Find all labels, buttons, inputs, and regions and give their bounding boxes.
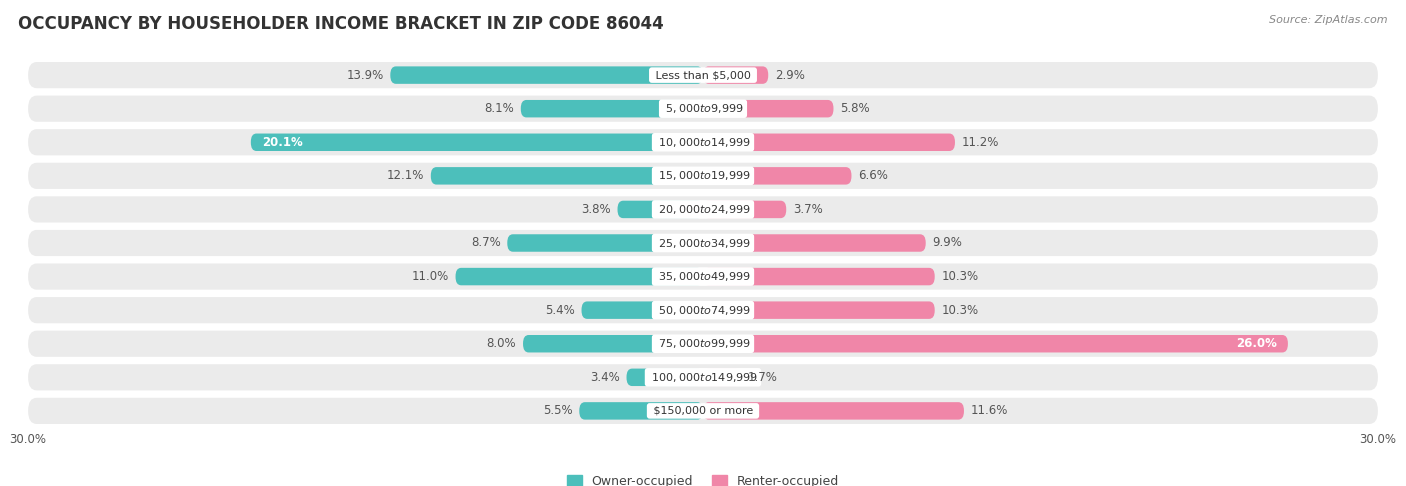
Text: 13.9%: 13.9% xyxy=(346,69,384,82)
Text: $35,000 to $49,999: $35,000 to $49,999 xyxy=(655,270,751,283)
FancyBboxPatch shape xyxy=(456,268,703,285)
FancyBboxPatch shape xyxy=(703,134,955,151)
Text: 11.0%: 11.0% xyxy=(412,270,449,283)
Text: 8.0%: 8.0% xyxy=(486,337,516,350)
FancyBboxPatch shape xyxy=(523,335,703,352)
Text: 9.9%: 9.9% xyxy=(932,237,962,249)
Text: 6.6%: 6.6% xyxy=(858,169,889,182)
Text: $100,000 to $149,999: $100,000 to $149,999 xyxy=(648,371,758,384)
FancyBboxPatch shape xyxy=(28,297,1378,323)
FancyBboxPatch shape xyxy=(28,364,1378,390)
FancyBboxPatch shape xyxy=(28,196,1378,223)
Text: 5.8%: 5.8% xyxy=(841,102,870,115)
FancyBboxPatch shape xyxy=(703,234,925,252)
Text: $15,000 to $19,999: $15,000 to $19,999 xyxy=(655,169,751,182)
Text: 5.5%: 5.5% xyxy=(543,404,572,417)
Text: 2.9%: 2.9% xyxy=(775,69,804,82)
Text: 10.3%: 10.3% xyxy=(942,270,979,283)
Text: 11.6%: 11.6% xyxy=(970,404,1008,417)
FancyBboxPatch shape xyxy=(703,201,786,218)
Text: 20.1%: 20.1% xyxy=(262,136,302,149)
FancyBboxPatch shape xyxy=(579,402,703,419)
Text: 26.0%: 26.0% xyxy=(1236,337,1277,350)
Text: $20,000 to $24,999: $20,000 to $24,999 xyxy=(655,203,751,216)
FancyBboxPatch shape xyxy=(28,96,1378,122)
Text: 12.1%: 12.1% xyxy=(387,169,425,182)
FancyBboxPatch shape xyxy=(703,167,852,185)
Text: 3.7%: 3.7% xyxy=(793,203,823,216)
Text: 1.7%: 1.7% xyxy=(748,371,778,384)
FancyBboxPatch shape xyxy=(703,402,965,419)
Legend: Owner-occupied, Renter-occupied: Owner-occupied, Renter-occupied xyxy=(567,475,839,486)
FancyBboxPatch shape xyxy=(28,263,1378,290)
FancyBboxPatch shape xyxy=(28,398,1378,424)
Text: OCCUPANCY BY HOUSEHOLDER INCOME BRACKET IN ZIP CODE 86044: OCCUPANCY BY HOUSEHOLDER INCOME BRACKET … xyxy=(18,15,664,33)
FancyBboxPatch shape xyxy=(627,368,703,386)
FancyBboxPatch shape xyxy=(582,301,703,319)
FancyBboxPatch shape xyxy=(703,100,834,118)
Text: Source: ZipAtlas.com: Source: ZipAtlas.com xyxy=(1270,15,1388,25)
FancyBboxPatch shape xyxy=(703,67,768,84)
FancyBboxPatch shape xyxy=(520,100,703,118)
FancyBboxPatch shape xyxy=(391,67,703,84)
FancyBboxPatch shape xyxy=(28,230,1378,256)
Text: $25,000 to $34,999: $25,000 to $34,999 xyxy=(655,237,751,249)
Text: $5,000 to $9,999: $5,000 to $9,999 xyxy=(662,102,744,115)
Text: 10.3%: 10.3% xyxy=(942,304,979,317)
Text: 8.1%: 8.1% xyxy=(484,102,515,115)
Text: $10,000 to $14,999: $10,000 to $14,999 xyxy=(655,136,751,149)
Text: 8.7%: 8.7% xyxy=(471,237,501,249)
FancyBboxPatch shape xyxy=(28,163,1378,189)
Text: $50,000 to $74,999: $50,000 to $74,999 xyxy=(655,304,751,317)
Text: $150,000 or more: $150,000 or more xyxy=(650,406,756,416)
FancyBboxPatch shape xyxy=(28,129,1378,156)
FancyBboxPatch shape xyxy=(703,335,1288,352)
FancyBboxPatch shape xyxy=(703,368,741,386)
Text: 3.8%: 3.8% xyxy=(581,203,610,216)
Text: 3.4%: 3.4% xyxy=(591,371,620,384)
Text: Less than $5,000: Less than $5,000 xyxy=(652,70,754,80)
Text: 11.2%: 11.2% xyxy=(962,136,1000,149)
FancyBboxPatch shape xyxy=(508,234,703,252)
FancyBboxPatch shape xyxy=(617,201,703,218)
FancyBboxPatch shape xyxy=(430,167,703,185)
Text: 5.4%: 5.4% xyxy=(546,304,575,317)
FancyBboxPatch shape xyxy=(250,134,703,151)
Text: $75,000 to $99,999: $75,000 to $99,999 xyxy=(655,337,751,350)
FancyBboxPatch shape xyxy=(703,268,935,285)
FancyBboxPatch shape xyxy=(28,62,1378,88)
FancyBboxPatch shape xyxy=(703,301,935,319)
FancyBboxPatch shape xyxy=(28,330,1378,357)
